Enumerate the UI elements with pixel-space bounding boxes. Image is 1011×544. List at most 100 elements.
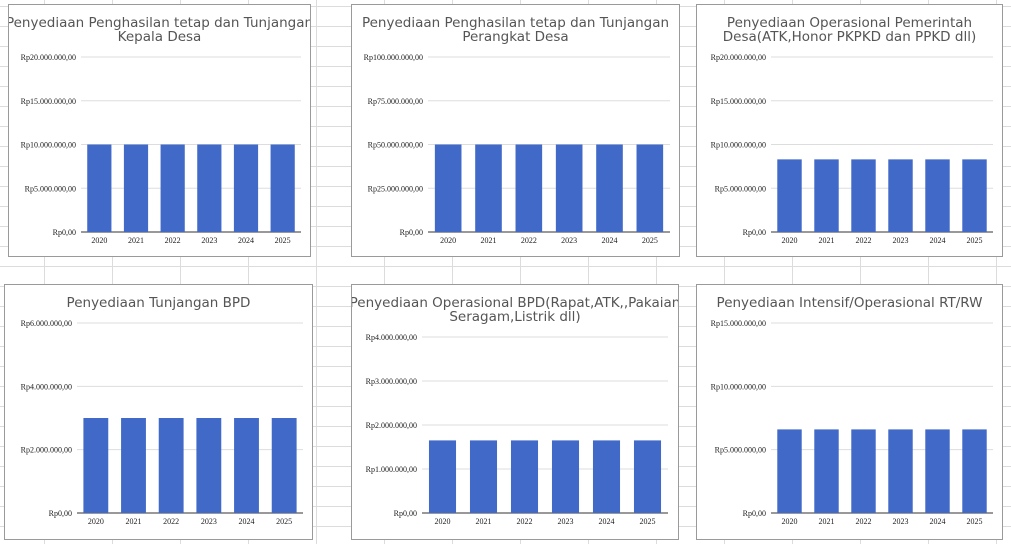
x-tick-label: 2024 [599,517,615,526]
x-tick-label: 2021 [481,236,497,245]
bar-2023[interactable] [551,440,580,513]
bar-2023[interactable] [196,418,222,513]
x-tick-label: 2025 [640,517,656,526]
x-tick-label: 2024 [930,236,946,245]
chart-perangkat-desa: Penyediaan Penghasilan tetap dan Tunjang… [362,15,670,245]
y-tick-label: Rp4.000.000,00 [21,382,72,391]
bar-2025[interactable] [271,418,297,513]
x-tick-label: 2023 [201,236,217,245]
chart-panel-tunjangan-bpd[interactable]: Penyediaan Tunjangan BPD Rp0,00 Rp2.000.00… [4,284,313,540]
y-tick-label: Rp0,00 [49,509,72,518]
chart-title-line: Penyediaan Penghasilan tetap dan Tunjang… [9,15,310,31]
y-tick-label: Rp1.000.000,00 [366,465,417,474]
chart-panel-operasional-rtrw[interactable]: Penyediaan Intensif/Operasional RT/RW Rp0… [696,284,1003,540]
bar-2023[interactable] [888,159,913,232]
x-tick-label: 2020 [782,517,798,526]
x-tick-label: 2020 [782,236,798,245]
x-tick-label: 2020 [440,236,456,245]
chart-title-line: Penyediaan Intensif/Operasional RT/RW [717,295,983,311]
y-tick-label: Rp0,00 [743,228,766,237]
chart-operasional-bpd: Penyediaan Operasional BPD(Rapat,ATK,,Pa… [352,295,678,526]
bar-2022[interactable] [851,429,876,513]
x-tick-label: 2023 [558,517,574,526]
bar-2024[interactable] [925,429,950,513]
chart-title-line: Penyediaan Operasional Pemerintah [727,15,972,31]
y-tick-label: Rp4.000.000,00 [366,333,417,342]
chart-title-line: Desa(ATK,Honor PKPKD dan PPKD dll) [723,29,976,45]
y-tick-label: Rp0,00 [53,228,76,237]
chart-panel-kepala-desa[interactable]: Penyediaan Penghasilan tetap dan Tunjang… [8,4,311,257]
bar-2024[interactable] [596,144,623,233]
y-tick-label: Rp2.000.000,00 [21,446,72,455]
y-tick-label: Rp5.000.000,00 [25,184,76,193]
bar-2021[interactable] [475,144,502,233]
x-tick-label: 2025 [967,236,983,245]
x-tick-label: 2020 [91,236,107,245]
y-tick-label: Rp15.000.000,00 [711,319,766,328]
bar-2022[interactable] [510,440,539,513]
y-tick-label: Rp100.000.000,00 [364,53,423,62]
y-tick-label: Rp25.000.000,00 [368,184,423,193]
x-tick-label: 2022 [163,517,179,526]
x-tick-label: 2022 [856,517,872,526]
chart-title-line: Penyediaan Tunjangan BPD [67,295,251,311]
chart-title-line: Penyediaan Operasional BPD(Rapat,ATK,,Pa… [352,295,678,311]
bar-2022[interactable] [158,418,184,513]
bar-2022[interactable] [515,144,543,233]
bar-2025[interactable] [962,429,987,513]
bar-2021[interactable] [121,418,146,513]
chart-title-line: Kepala Desa [118,29,202,45]
y-tick-label: Rp2.000.000,00 [366,421,417,430]
bar-2020[interactable] [434,144,462,233]
bar-2022[interactable] [851,159,876,232]
chart-panel-operasional-bpd[interactable]: Penyediaan Operasional BPD(Rapat,ATK,,Pa… [351,284,679,540]
bar-2025[interactable] [633,440,662,513]
bar-2020[interactable] [428,440,457,513]
x-tick-label: 2023 [893,517,909,526]
bar-2020[interactable] [87,144,112,233]
x-tick-label: 2025 [967,517,983,526]
bar-2022[interactable] [160,144,185,233]
x-tick-label: 2025 [276,517,292,526]
x-tick-label: 2024 [930,517,946,526]
y-tick-label: Rp50.000.000,00 [368,141,423,150]
y-tick-label: Rp20.000.000,00 [21,53,76,62]
y-tick-label: Rp0,00 [394,509,417,518]
bar-2025[interactable] [636,144,664,233]
bar-2023[interactable] [888,429,913,513]
x-tick-label: 2022 [165,236,181,245]
x-tick-label: 2024 [602,236,618,245]
y-tick-label: Rp10.000.000,00 [711,382,766,391]
bar-2024[interactable] [233,144,259,233]
bar-2021[interactable] [469,440,498,513]
chart-panel-perangkat-desa[interactable]: Penyediaan Penghasilan tetap dan Tunjang… [351,4,680,257]
bar-2021[interactable] [814,159,839,232]
y-tick-label: Rp15.000.000,00 [711,97,766,106]
x-tick-label: 2023 [893,236,909,245]
x-tick-label: 2025 [642,236,658,245]
bar-2020[interactable] [83,418,109,513]
chart-panel-operasional-pemerintah[interactable]: Penyediaan Operasional Pemerintah Desa(AT… [696,4,1003,257]
bar-2021[interactable] [123,144,149,233]
x-tick-label: 2023 [201,517,217,526]
bar-2024[interactable] [925,159,950,232]
bar-2025[interactable] [270,144,295,233]
x-tick-label: 2024 [239,517,255,526]
x-tick-label: 2025 [275,236,291,245]
y-tick-label: Rp10.000.000,00 [711,141,766,150]
y-tick-label: Rp6.000.000,00 [21,319,72,328]
bar-2020[interactable] [777,429,802,513]
bar-2025[interactable] [962,159,987,232]
chart-operasional-rtrw: Penyediaan Intensif/Operasional RT/RW Rp0… [711,295,993,526]
bar-2024[interactable] [592,440,621,513]
y-tick-label: Rp5.000.000,00 [715,446,766,455]
chart-title-line: Seragam,Listrik dll) [449,309,580,325]
bar-2023[interactable] [555,144,583,233]
x-tick-label: 2020 [88,517,104,526]
bar-2024[interactable] [234,418,259,513]
y-tick-label: Rp3.000.000,00 [366,377,417,386]
bar-2023[interactable] [197,144,222,233]
bar-2021[interactable] [814,429,839,513]
x-tick-label: 2021 [819,236,835,245]
bar-2020[interactable] [777,159,802,232]
